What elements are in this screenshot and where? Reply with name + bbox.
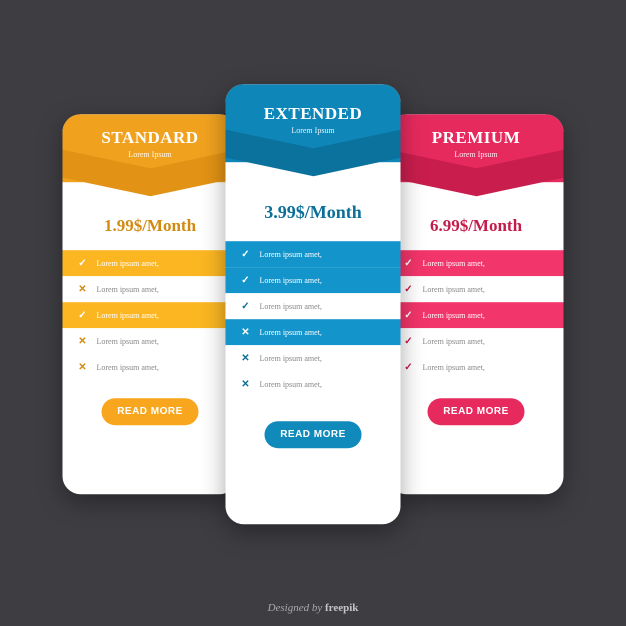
feature-text: Lorem ipsum amet, (260, 302, 322, 311)
cross-icon: ✕ (77, 362, 89, 373)
feature-row: ✓ Lorem ipsum amet, (389, 328, 564, 354)
cta-wrap: READ MORE (226, 397, 401, 472)
plan-features-premium: ✓ Lorem ipsum amet, ✓ Lorem ipsum amet, ✓ L… (389, 250, 564, 380)
feature-text: Lorem ipsum amet, (97, 259, 159, 268)
plan-price: 3.99$/Month (226, 202, 401, 223)
feature-row: ✓ Lorem ipsum amet, (63, 250, 238, 276)
plan-card-standard: STANDARD Lorem Ipsum .card.left .chevron… (63, 114, 238, 494)
feature-row: ✓ Lorem ipsum amet, (389, 354, 564, 380)
cross-icon: ✕ (77, 284, 89, 295)
feature-row: ✕ Lorem ipsum amet, (226, 371, 401, 397)
feature-text: Lorem ipsum amet, (260, 380, 322, 389)
read-more-button[interactable]: READ MORE (101, 398, 199, 425)
feature-row: ✓ Lorem ipsum amet, (63, 302, 238, 328)
check-icon: ✓ (77, 258, 89, 269)
plan-price-wrap: 6.99$/Month (389, 182, 564, 250)
feature-text: Lorem ipsum amet, (97, 311, 159, 320)
plan-price: 6.99$/Month (389, 216, 564, 236)
feature-text: Lorem ipsum amet, (97, 363, 159, 372)
feature-text: Lorem ipsum amet, (423, 337, 485, 346)
check-icon: ✓ (403, 362, 415, 373)
feature-row: ✓ Lorem ipsum amet, (389, 302, 564, 328)
feature-row: ✕ Lorem ipsum amet, (63, 328, 238, 354)
attribution-prefix: Designed by (268, 602, 325, 614)
plan-header-premium: PREMIUM Lorem Ipsum .card.right .chevron… (389, 114, 564, 182)
plan-title: STANDARD (63, 128, 238, 148)
plan-title: EXTENDED (226, 104, 401, 124)
cross-icon: ✕ (240, 327, 252, 338)
plan-subtitle: Lorem Ipsum (63, 150, 238, 159)
plan-subtitle: Lorem Ipsum (389, 150, 564, 159)
feature-row: ✕ Lorem ipsum amet, (226, 345, 401, 371)
pricing-stage: STANDARD Lorem Ipsum .card.left .chevron… (63, 84, 564, 524)
feature-row: ✕ Lorem ipsum amet, (63, 354, 238, 380)
check-icon: ✓ (403, 310, 415, 321)
feature-text: Lorem ipsum amet, (260, 354, 322, 363)
plan-price-wrap: 3.99$/Month (226, 162, 401, 241)
feature-text: Lorem ipsum amet, (97, 337, 159, 346)
feature-text: Lorem ipsum amet, (423, 363, 485, 372)
cross-icon: ✕ (240, 353, 252, 364)
check-icon: ✓ (77, 310, 89, 321)
feature-row: ✓ Lorem ipsum amet, (389, 250, 564, 276)
feature-row: ✓ Lorem ipsum amet, (226, 241, 401, 267)
feature-text: Lorem ipsum amet, (423, 259, 485, 268)
cross-icon: ✕ (77, 336, 89, 347)
plan-features-extended: ✓ Lorem ipsum amet, ✓ Lorem ipsum amet, ✓ L… (226, 241, 401, 397)
cross-icon: ✕ (240, 379, 252, 390)
feature-text: Lorem ipsum amet, (260, 276, 322, 285)
feature-row: ✓ Lorem ipsum amet, (226, 267, 401, 293)
cta-wrap: READ MORE (389, 380, 564, 443)
plan-title: PREMIUM (389, 128, 564, 148)
plan-card-extended: EXTENDED Lorem Ipsum .card.center .chevr… (226, 84, 401, 524)
feature-row: ✕ Lorem ipsum amet, (63, 276, 238, 302)
check-icon: ✓ (240, 275, 252, 286)
read-more-button[interactable]: READ MORE (427, 398, 525, 425)
feature-text: Lorem ipsum amet, (260, 250, 322, 259)
feature-row: ✓ Lorem ipsum amet, (389, 276, 564, 302)
feature-text: Lorem ipsum amet, (260, 328, 322, 337)
read-more-button[interactable]: READ MORE (264, 421, 362, 448)
plan-price-wrap: 1.99$/Month (63, 182, 238, 250)
feature-text: Lorem ipsum amet, (423, 285, 485, 294)
plan-header-extended: EXTENDED Lorem Ipsum .card.center .chevr… (226, 84, 401, 162)
feature-row: ✕ Lorem ipsum amet, (226, 319, 401, 345)
feature-text: Lorem ipsum amet, (97, 285, 159, 294)
check-icon: ✓ (403, 258, 415, 269)
attribution: Designed by freepik (0, 602, 626, 614)
plan-price: 1.99$/Month (63, 216, 238, 236)
plan-card-premium: PREMIUM Lorem Ipsum .card.right .chevron… (389, 114, 564, 494)
feature-row: ✓ Lorem ipsum amet, (226, 293, 401, 319)
plan-header-standard: STANDARD Lorem Ipsum .card.left .chevron… (63, 114, 238, 182)
check-icon: ✓ (240, 249, 252, 260)
check-icon: ✓ (403, 284, 415, 295)
plan-features-standard: ✓ Lorem ipsum amet, ✕ Lorem ipsum amet, ✓ L… (63, 250, 238, 380)
plan-subtitle: Lorem Ipsum (226, 126, 401, 135)
check-icon: ✓ (240, 301, 252, 312)
feature-text: Lorem ipsum amet, (423, 311, 485, 320)
check-icon: ✓ (403, 336, 415, 347)
attribution-brand: freepik (325, 602, 358, 614)
cta-wrap: READ MORE (63, 380, 238, 443)
